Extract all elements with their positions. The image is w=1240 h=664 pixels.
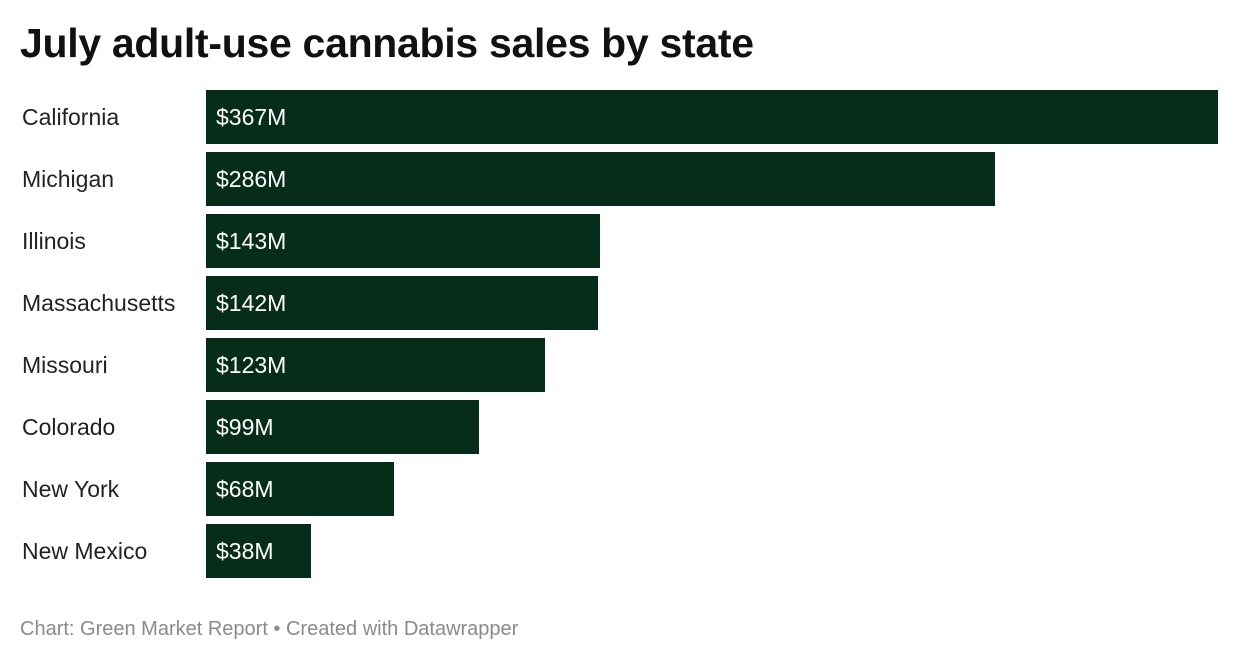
- bar-value-label: $143M: [216, 228, 287, 254]
- bar: [206, 400, 479, 454]
- bar: [206, 524, 311, 578]
- bar-row: New York $68M: [0, 462, 1240, 516]
- category-label: Missouri: [22, 352, 108, 378]
- bar-row: California $367M: [0, 90, 1240, 144]
- category-label: Colorado: [22, 414, 116, 440]
- bar-value-label: $286M: [216, 166, 287, 192]
- category-label: California: [22, 104, 120, 130]
- bar: [206, 90, 1218, 144]
- category-label: Illinois: [22, 228, 86, 254]
- bar-value-label: $142M: [216, 290, 287, 316]
- category-label: Michigan: [22, 166, 115, 192]
- bar-row: New Mexico $38M: [0, 524, 1240, 578]
- chart-title: July adult-use cannabis sales by state: [20, 20, 754, 66]
- bar: [206, 338, 545, 392]
- category-label: Massachusetts: [22, 290, 176, 316]
- bar-row: Massachusetts $142M: [0, 276, 1240, 330]
- chart-footer-credit: Chart: Green Market Report • Created wit…: [20, 618, 519, 640]
- bar-value-label: $38M: [216, 538, 274, 564]
- bar-value-label: $367M: [216, 104, 287, 130]
- bar: [206, 214, 600, 268]
- bar: [206, 462, 394, 516]
- bar-row: Michigan $286M: [0, 152, 1240, 206]
- bar: [206, 152, 995, 206]
- category-label: New York: [22, 476, 120, 502]
- bar: [206, 276, 598, 330]
- bar-row: Missouri $123M: [0, 338, 1240, 392]
- bar-value-label: $99M: [216, 414, 274, 440]
- bar-value-label: $123M: [216, 352, 287, 378]
- bar-row: Illinois $143M: [0, 214, 1240, 268]
- bar-value-label: $68M: [216, 476, 274, 502]
- category-label: New Mexico: [22, 538, 148, 564]
- bar-row: Colorado $99M: [0, 400, 1240, 454]
